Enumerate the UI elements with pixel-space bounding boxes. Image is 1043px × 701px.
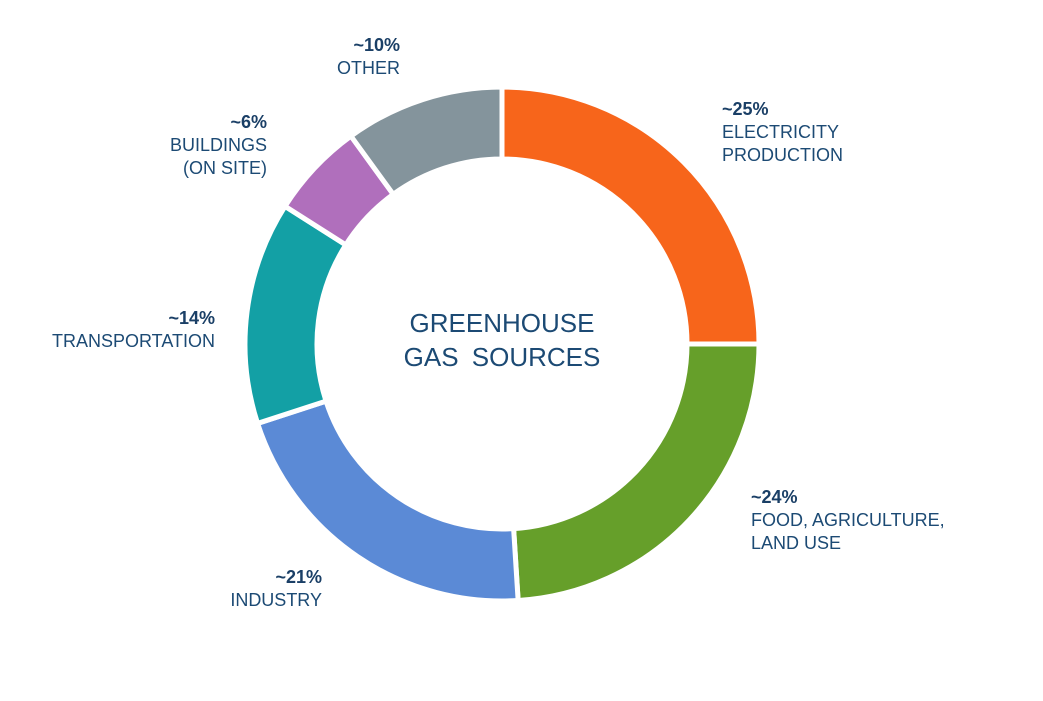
donut-segment: [499, 84, 762, 347]
category-label: ELECTRICITY PRODUCTION: [722, 122, 843, 165]
value-label: ~21%: [275, 567, 322, 587]
value-label: ~10%: [353, 35, 400, 55]
segment-label: ~6% BUILDINGS (ON SITE): [147, 111, 267, 180]
segment-label: ~14% TRANSPORTATION: [15, 307, 215, 353]
segment-label: ~10% OTHER: [200, 34, 400, 80]
segment-label: ~25% ELECTRICITY PRODUCTION: [722, 98, 872, 167]
chart-title: GREENHOUSE GAS SOURCES: [403, 308, 601, 372]
donut-segment: [510, 341, 762, 604]
category-label: TRANSPORTATION: [51, 331, 215, 351]
category-label: OTHER: [337, 58, 400, 78]
segment-label: ~24% FOOD, AGRICULTURE, LAND USE: [751, 486, 971, 555]
category-label: FOOD, AGRICULTURE, LAND USE: [751, 510, 945, 553]
category-label: BUILDINGS (ON SITE): [169, 135, 267, 178]
donut-segment: [347, 84, 505, 198]
category-label: INDUSTRY: [230, 590, 322, 610]
value-label: ~24%: [751, 487, 798, 507]
value-label: ~6%: [230, 112, 267, 132]
donut-segment: [242, 202, 350, 427]
value-label: ~25%: [722, 99, 769, 119]
value-label: ~14%: [168, 308, 215, 328]
segment-label: ~21% INDUSTRY: [122, 566, 322, 612]
